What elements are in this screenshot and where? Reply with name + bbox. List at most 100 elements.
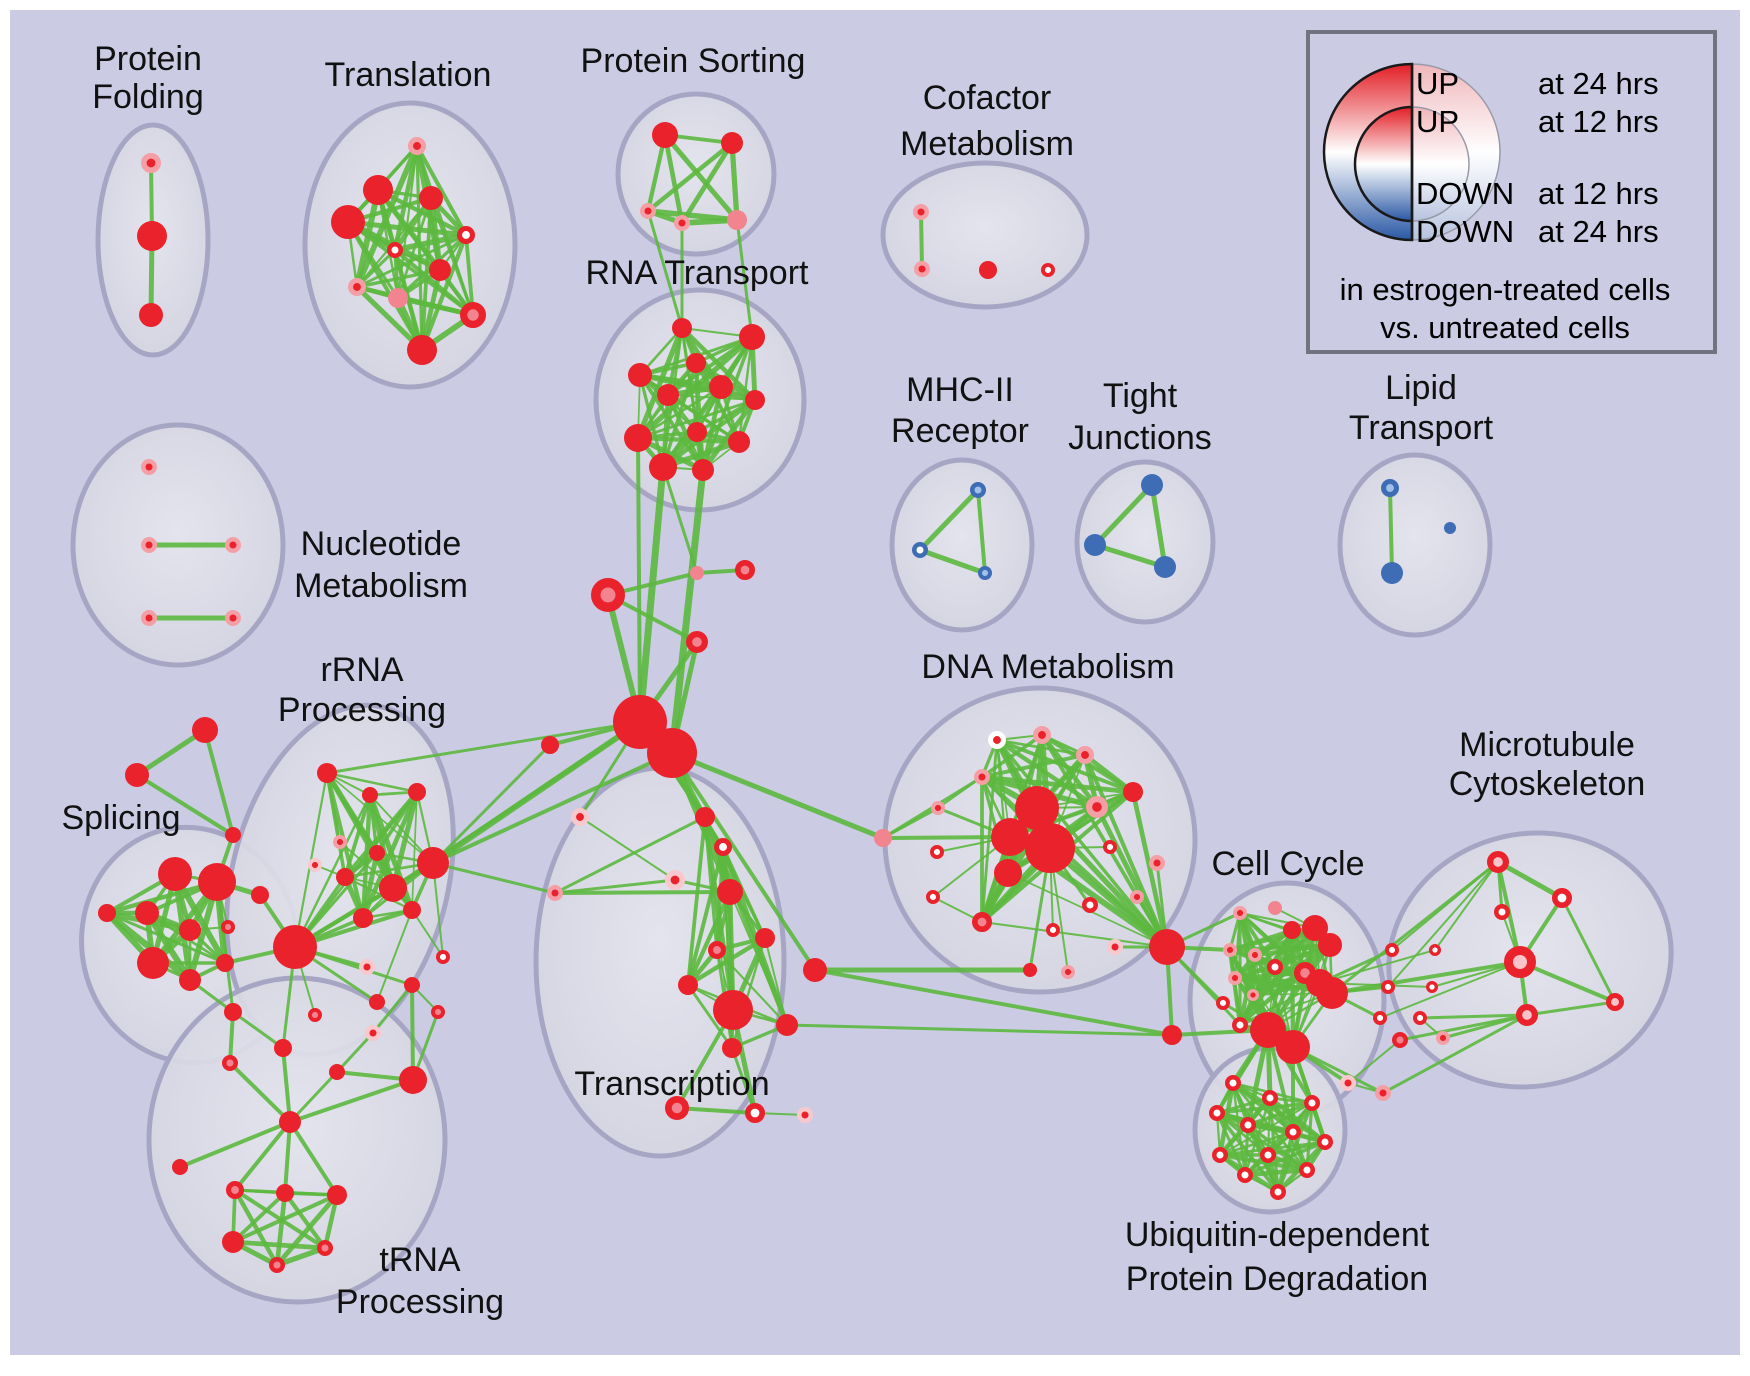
network-edge-translation xyxy=(354,284,425,353)
network-node-b-47 xyxy=(1381,562,1403,584)
network-node-pr-35 xyxy=(141,458,158,475)
network-node-r-97 xyxy=(98,904,116,922)
cluster-label-protein-folding: Protein xyxy=(94,40,202,78)
network-node-rp-164 xyxy=(1391,1031,1408,1048)
network-edge-splicing xyxy=(103,909,194,984)
legend-circle-right xyxy=(1411,106,1470,222)
network-edge xyxy=(1347,1039,1401,1084)
cluster-label-dna-metabolism: DNA Metabolism xyxy=(921,648,1174,686)
network-node-rp-134 xyxy=(971,911,992,932)
network-edge xyxy=(646,209,684,330)
network-node-pr-146 xyxy=(1222,943,1237,958)
network-edge-trna-sub xyxy=(274,1190,288,1268)
network-edge-rna-transport xyxy=(700,397,758,473)
network-node-pr-160 xyxy=(1374,1084,1391,1101)
network-edge-translation xyxy=(355,268,442,289)
network-node-pr-118 xyxy=(1033,726,1052,745)
network-node-rw-168 xyxy=(1208,1104,1225,1121)
cluster-label-protein-sorting: Protein Sorting xyxy=(581,42,806,80)
cluster-label-splicing: Splicing xyxy=(61,799,180,837)
network-node-hp-76 xyxy=(307,858,322,873)
network-node-r-108 xyxy=(399,1066,427,1094)
network-node-rw-163 xyxy=(1384,943,1399,958)
network-node-r-27 xyxy=(657,384,679,406)
network-node-r-105 xyxy=(274,1039,292,1057)
network-node-rw-22 xyxy=(1040,262,1055,277)
network-node-rw-166 xyxy=(1261,1089,1278,1106)
network-edge-ubiquitin xyxy=(1218,1130,1295,1157)
cluster-label-rrna-processing: Processing xyxy=(278,691,446,729)
network-node-bl-42 xyxy=(978,566,993,581)
network-node-r-24 xyxy=(739,324,765,350)
network-edge xyxy=(431,751,674,865)
network-node-rw-148 xyxy=(1266,958,1283,975)
cluster-label-nucleotide-metabolism: Nucleotide xyxy=(301,525,462,563)
network-edge xyxy=(669,750,886,841)
network-edge-ubiquitin xyxy=(1215,1101,1314,1115)
network-node-pr-3 xyxy=(407,137,426,156)
network-edge-rrna xyxy=(360,850,380,921)
network-node-r-125 xyxy=(1025,823,1075,873)
network-node-rw-176 xyxy=(1269,1183,1286,1200)
network-node-r-29 xyxy=(745,390,765,410)
network-node-pr-0 xyxy=(141,153,162,174)
network-node-rw-70 xyxy=(744,1103,765,1124)
network-edge xyxy=(1381,1013,1529,1095)
network-node-r-65 xyxy=(803,958,827,982)
network-edge xyxy=(134,727,208,778)
network-node-b-45 xyxy=(1154,556,1176,578)
network-edge xyxy=(288,1070,339,1124)
network-node-rw-185 xyxy=(1412,1011,1427,1026)
network-edge xyxy=(411,909,444,958)
network-node-pr-17 xyxy=(673,215,690,232)
network-node-p-18 xyxy=(727,210,747,230)
network-edge xyxy=(410,983,415,1082)
network-node-rp-99 xyxy=(221,920,236,935)
network-node-pr-154 xyxy=(1247,988,1260,1001)
network-edge-dna-metabolism xyxy=(980,920,1169,949)
network-edge xyxy=(1560,896,1617,1004)
network-edge xyxy=(215,880,235,1014)
network-node-r-156 xyxy=(1250,1012,1286,1048)
network-edge-translation xyxy=(414,143,469,238)
network-node-r-31 xyxy=(687,422,707,442)
network-edge-translation xyxy=(415,144,424,352)
network-node-r-30 xyxy=(624,424,652,452)
network-edge-ubiquitin xyxy=(1217,1152,1310,1173)
network-node-rw-161 xyxy=(1372,1011,1387,1026)
legend-circle-left xyxy=(1353,105,1414,223)
network-edge xyxy=(288,1120,339,1197)
network-node-rw-169 xyxy=(1239,1116,1256,1133)
network-node-rw-167 xyxy=(1303,1094,1320,1111)
network-node-rpl-177 xyxy=(1486,851,1509,874)
network-edge xyxy=(233,1120,292,1192)
legend-direction-label: UP xyxy=(1416,66,1459,101)
network-edge xyxy=(675,1106,757,1115)
network-node-r-110 xyxy=(172,1159,188,1175)
network-node-rw-172 xyxy=(1211,1146,1228,1163)
network-edge xyxy=(730,1046,757,1115)
network-node-rp-111 xyxy=(226,1181,245,1200)
network-edge-translation xyxy=(355,233,468,289)
network-edge-rna-transport xyxy=(635,325,685,441)
network-node-r-6 xyxy=(331,205,365,239)
network-node-r-62 xyxy=(755,928,775,948)
network-node-rw-8 xyxy=(386,242,403,259)
network-node-pr-186 xyxy=(1435,1030,1450,1045)
network-edge xyxy=(228,1061,292,1124)
network-edge-dna-metabolism xyxy=(1082,752,1136,795)
network-edge xyxy=(1387,861,1499,988)
legend-caption: vs. untreated cells xyxy=(1380,310,1630,345)
network-node-b-43 xyxy=(1141,474,1163,496)
cluster-label-mhc-ii-receptor: MHC-II xyxy=(906,371,1014,409)
network-edge-translation xyxy=(464,233,475,317)
network-node-rw-171 xyxy=(1316,1133,1333,1150)
network-node-r-33 xyxy=(649,453,677,481)
network-node-r-80 xyxy=(379,874,407,902)
network-node-r-151 xyxy=(1316,977,1348,1009)
cluster-label-cofactor-metabolism: Cofactor xyxy=(923,79,1052,117)
network-edge xyxy=(1495,859,1565,901)
cluster-label-protein-folding: Folding xyxy=(92,78,204,116)
cluster-lipid-transport xyxy=(1337,452,1493,638)
network-node-r-77 xyxy=(369,845,385,861)
